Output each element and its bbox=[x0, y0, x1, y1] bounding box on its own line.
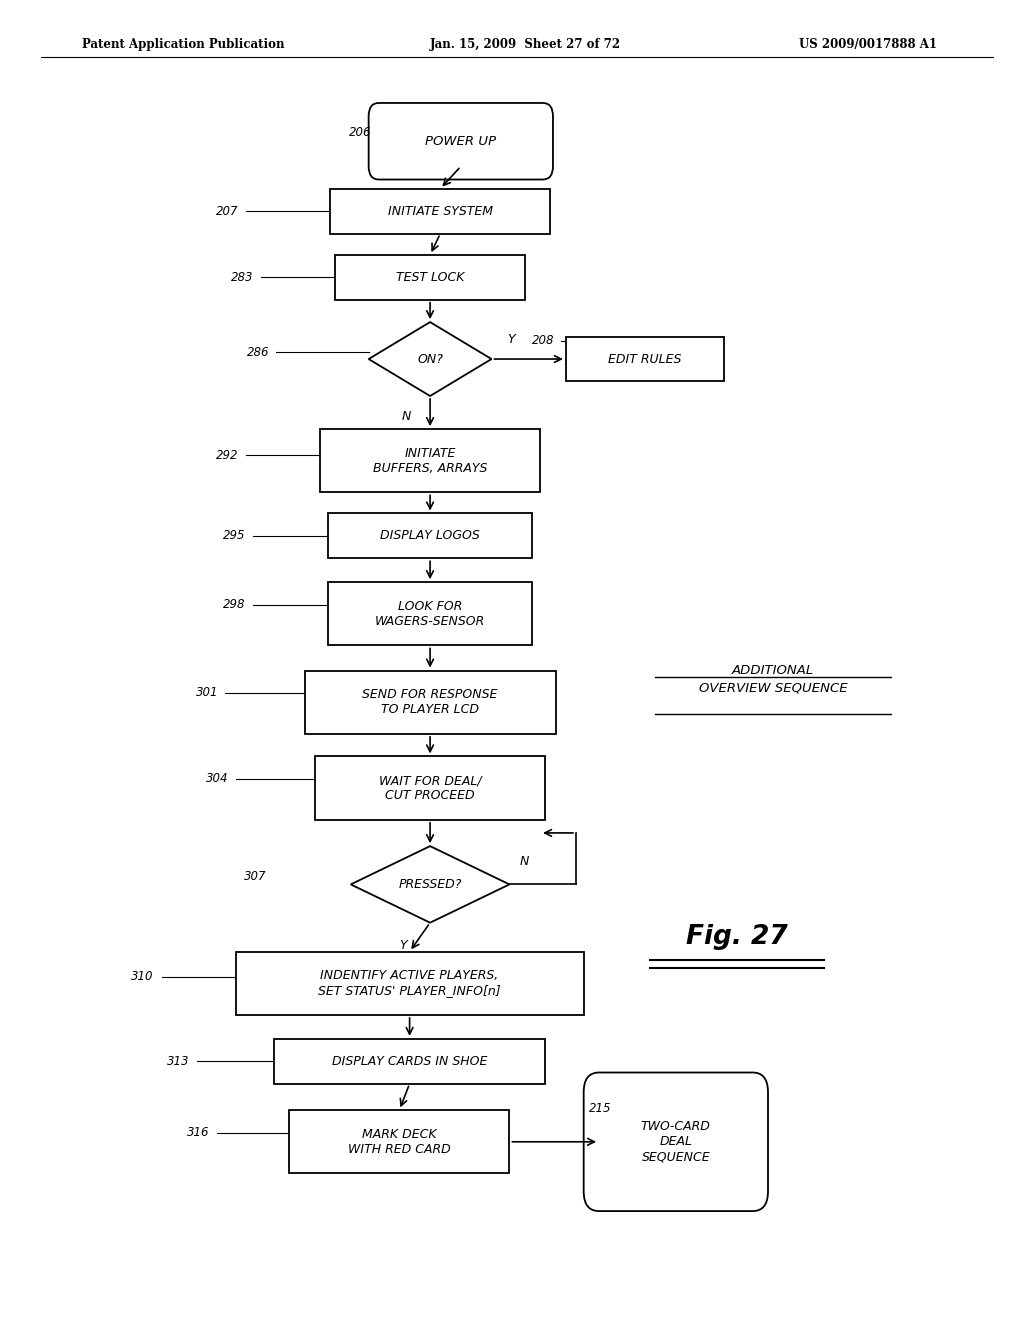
Polygon shape bbox=[350, 846, 510, 923]
Bar bbox=[328, 513, 532, 558]
Text: INITIATE SYSTEM: INITIATE SYSTEM bbox=[388, 205, 493, 218]
Text: Jan. 15, 2009  Sheet 27 of 72: Jan. 15, 2009 Sheet 27 of 72 bbox=[430, 38, 622, 51]
Text: DISPLAY CARDS IN SHOE: DISPLAY CARDS IN SHOE bbox=[332, 1055, 487, 1068]
Text: DISPLAY LOGOS: DISPLAY LOGOS bbox=[380, 529, 480, 543]
Text: 292: 292 bbox=[216, 449, 239, 462]
Text: SEND FOR RESPONSE
TO PLAYER LCD: SEND FOR RESPONSE TO PLAYER LCD bbox=[362, 688, 498, 717]
Text: LOOK FOR
WAGERS-SENSOR: LOOK FOR WAGERS-SENSOR bbox=[375, 599, 485, 628]
Text: N: N bbox=[401, 409, 411, 422]
Bar bbox=[315, 756, 545, 820]
Text: N: N bbox=[519, 854, 529, 867]
Polygon shape bbox=[369, 322, 492, 396]
Text: 316: 316 bbox=[187, 1126, 210, 1139]
Text: 215: 215 bbox=[589, 1102, 611, 1115]
Text: TEST LOCK: TEST LOCK bbox=[396, 271, 464, 284]
Bar bbox=[290, 1110, 510, 1173]
Text: INITIATE
BUFFERS, ARRAYS: INITIATE BUFFERS, ARRAYS bbox=[373, 446, 487, 475]
Text: 307: 307 bbox=[244, 870, 266, 883]
Text: Y: Y bbox=[507, 333, 514, 346]
Text: POWER UP: POWER UP bbox=[425, 135, 497, 148]
Bar bbox=[319, 429, 541, 492]
Bar bbox=[336, 255, 524, 300]
Text: 206: 206 bbox=[349, 125, 372, 139]
Bar bbox=[305, 671, 555, 734]
Bar bbox=[565, 337, 725, 381]
Text: 313: 313 bbox=[167, 1055, 189, 1068]
Text: Fig. 27: Fig. 27 bbox=[686, 924, 788, 950]
Text: 310: 310 bbox=[131, 970, 154, 983]
Text: 304: 304 bbox=[206, 772, 228, 785]
Text: MARK DECK
WITH RED CARD: MARK DECK WITH RED CARD bbox=[348, 1127, 451, 1156]
Text: US 2009/0017888 A1: US 2009/0017888 A1 bbox=[799, 38, 937, 51]
Text: INDENTIFY ACTIVE PLAYERS,
SET STATUS' PLAYER_INFO[n]: INDENTIFY ACTIVE PLAYERS, SET STATUS' PL… bbox=[318, 969, 501, 998]
Bar bbox=[236, 952, 584, 1015]
Text: WAIT FOR DEAL/
CUT PROCEED: WAIT FOR DEAL/ CUT PROCEED bbox=[379, 774, 481, 803]
Text: 208: 208 bbox=[531, 334, 554, 347]
Text: 207: 207 bbox=[216, 205, 239, 218]
Text: ADDITIONAL: ADDITIONAL bbox=[732, 664, 814, 677]
Text: 298: 298 bbox=[223, 598, 246, 611]
FancyBboxPatch shape bbox=[584, 1072, 768, 1212]
Text: EDIT RULES: EDIT RULES bbox=[608, 352, 682, 366]
Bar bbox=[330, 189, 551, 234]
Text: OVERVIEW SEQUENCE: OVERVIEW SEQUENCE bbox=[698, 681, 848, 694]
Bar bbox=[328, 582, 532, 645]
Text: 286: 286 bbox=[247, 346, 269, 359]
Text: TWO-CARD
DEAL
SEQUENCE: TWO-CARD DEAL SEQUENCE bbox=[641, 1121, 711, 1163]
Text: Patent Application Publication: Patent Application Publication bbox=[82, 38, 285, 51]
Bar bbox=[274, 1039, 545, 1084]
Text: 283: 283 bbox=[231, 271, 254, 284]
Text: ON?: ON? bbox=[417, 352, 443, 366]
Text: PRESSED?: PRESSED? bbox=[398, 878, 462, 891]
FancyBboxPatch shape bbox=[369, 103, 553, 180]
Text: 295: 295 bbox=[223, 529, 246, 543]
Text: Y: Y bbox=[399, 939, 407, 952]
Text: 301: 301 bbox=[196, 686, 218, 700]
